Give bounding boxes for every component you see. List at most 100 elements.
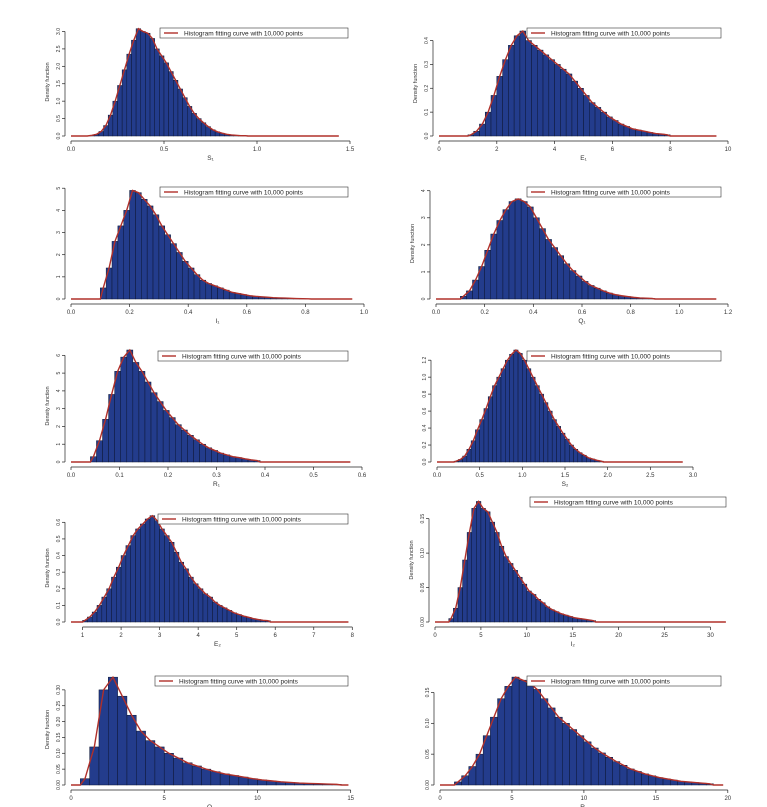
- histogram-panel-9: 0 5 10 15 Q₂ 0.00 0.05 0.10 0.15 0.20 0.25 0.30 Dens…: [45, 675, 355, 807]
- histogram-bar: [111, 576, 117, 623]
- histogram-bar: [531, 594, 537, 623]
- histogram-bar: [211, 450, 218, 463]
- histogram-bar: [149, 38, 155, 137]
- histogram-bar: [576, 735, 585, 786]
- histogram-bar: [530, 376, 536, 463]
- histogram-bar: [626, 768, 635, 786]
- histogram-bar: [199, 279, 207, 300]
- x-tick-label: 10: [581, 796, 588, 802]
- x-tick-label: 10: [523, 633, 530, 639]
- histogram-bar: [117, 225, 124, 300]
- x-tick-label: 2: [495, 147, 499, 153]
- histogram-panel-8: 0 5 10 15 20 25 30 I₂ 0.00 0.05 0.10 0.15 Density fu…: [409, 496, 727, 648]
- histogram-bar: [560, 432, 566, 463]
- histogram-bar: [497, 698, 506, 786]
- x-axis-label: S₁: [207, 155, 214, 162]
- histogram-bar: [106, 588, 112, 623]
- histogram-bar: [89, 746, 100, 786]
- y-tick-label: 0.0: [56, 132, 62, 139]
- x-tick-label: 30: [707, 633, 714, 639]
- x-tick-label: 0.2: [164, 473, 173, 479]
- legend-box: [157, 513, 349, 525]
- histogram-bar: [589, 102, 596, 137]
- x-tick-label: 0.8: [301, 310, 310, 316]
- histogram-bar: [569, 444, 574, 463]
- x-tick-label: 8: [669, 147, 673, 153]
- histogram-bar: [548, 59, 555, 137]
- histogram-bar: [540, 602, 546, 623]
- histogram-bar: [485, 511, 491, 623]
- y-tick-label: 0.1: [56, 602, 62, 609]
- x-tick-label: 0.2: [125, 310, 134, 316]
- y-tick-label: 3: [56, 407, 62, 410]
- x-axis-label: I₁: [216, 318, 221, 325]
- histogram-bar: [196, 118, 202, 137]
- histogram-bar: [569, 270, 577, 300]
- histogram-bar: [154, 746, 165, 786]
- histogram-bar: [197, 588, 204, 623]
- histogram-bar: [569, 729, 577, 786]
- histogram-bar: [164, 234, 171, 300]
- x-tick-label: 0: [433, 633, 437, 639]
- y-tick-label: 0.00: [425, 780, 431, 790]
- histogram-bar: [513, 349, 519, 463]
- x-tick-label: 1.0: [360, 310, 369, 316]
- histogram-bar: [554, 611, 560, 623]
- histogram-bar: [565, 73, 573, 137]
- histogram-bar: [135, 28, 142, 137]
- histogram-bar: [551, 247, 558, 300]
- histogram-bar: [520, 201, 528, 300]
- x-tick-label: 1.5: [561, 473, 570, 479]
- x-tick-label: 3.0: [689, 473, 698, 479]
- histogram-bar: [154, 520, 160, 623]
- histogram-bar: [217, 287, 224, 300]
- histogram-bar: [522, 359, 527, 463]
- y-tick-label: 1.5: [56, 80, 62, 87]
- histogram-bar: [159, 55, 165, 137]
- y-tick-label: 0.2: [424, 85, 430, 92]
- histogram-bar: [175, 424, 182, 463]
- histogram-bar: [487, 396, 493, 463]
- x-tick-label: 0: [69, 796, 73, 802]
- histogram-bar: [526, 368, 532, 463]
- histogram-bar: [126, 349, 134, 463]
- x-tick-label: 1.5: [346, 147, 355, 153]
- x-tick-label: 5: [235, 633, 239, 639]
- histogram-bar: [558, 613, 564, 623]
- legend-box: [157, 350, 349, 362]
- x-tick-label: 6: [611, 147, 615, 153]
- histogram-bar: [537, 49, 544, 137]
- histogram-bar: [590, 747, 599, 786]
- x-tick-label: 0.5: [309, 473, 318, 479]
- histogram-bar: [138, 371, 146, 463]
- histogram-panel-2: 0 2 4 6 8 10 E₁ 0.0 0.1 0.2 0.3 0.4 Density function…: [413, 27, 732, 162]
- histogram-bar: [471, 508, 477, 623]
- legend-label: Histogram fitting curve with 10,000 poin…: [184, 189, 304, 196]
- x-tick-label: 0: [438, 796, 442, 802]
- histogram-bar: [162, 410, 170, 463]
- histogram-bar: [479, 419, 485, 463]
- y-tick-label: 0.4: [424, 37, 430, 44]
- x-tick-label: 5: [163, 796, 167, 802]
- legend-box: [154, 675, 349, 687]
- histogram-bar: [575, 275, 583, 300]
- histogram-bar: [598, 752, 606, 786]
- x-tick-label: 15: [569, 633, 576, 639]
- histogram-bar: [159, 528, 165, 623]
- y-tick-label: 4: [421, 189, 427, 192]
- y-tick-label: 0.6: [56, 519, 62, 526]
- histogram-bar: [517, 353, 523, 463]
- legend-box: [526, 27, 722, 39]
- x-tick-label: 20: [615, 633, 622, 639]
- histogram-bar: [116, 566, 122, 623]
- x-tick-label: 4: [196, 633, 200, 639]
- histogram-bar: [205, 283, 212, 300]
- histogram-panel-1: 0.0 0.5 1.0 1.5 S₁ 0.0 0.5 1.0 1.5 2.0 2.5 3.0 Densi…: [45, 27, 355, 162]
- legend-box: [529, 496, 727, 508]
- y-tick-label: 0.20: [56, 716, 62, 726]
- y-tick-label: 0: [56, 297, 62, 300]
- histogram-bar: [504, 686, 513, 786]
- histogram-bar: [587, 285, 595, 300]
- legend-label: Histogram fitting curve with 10,000 poin…: [551, 353, 671, 360]
- histogram-bar: [513, 35, 521, 137]
